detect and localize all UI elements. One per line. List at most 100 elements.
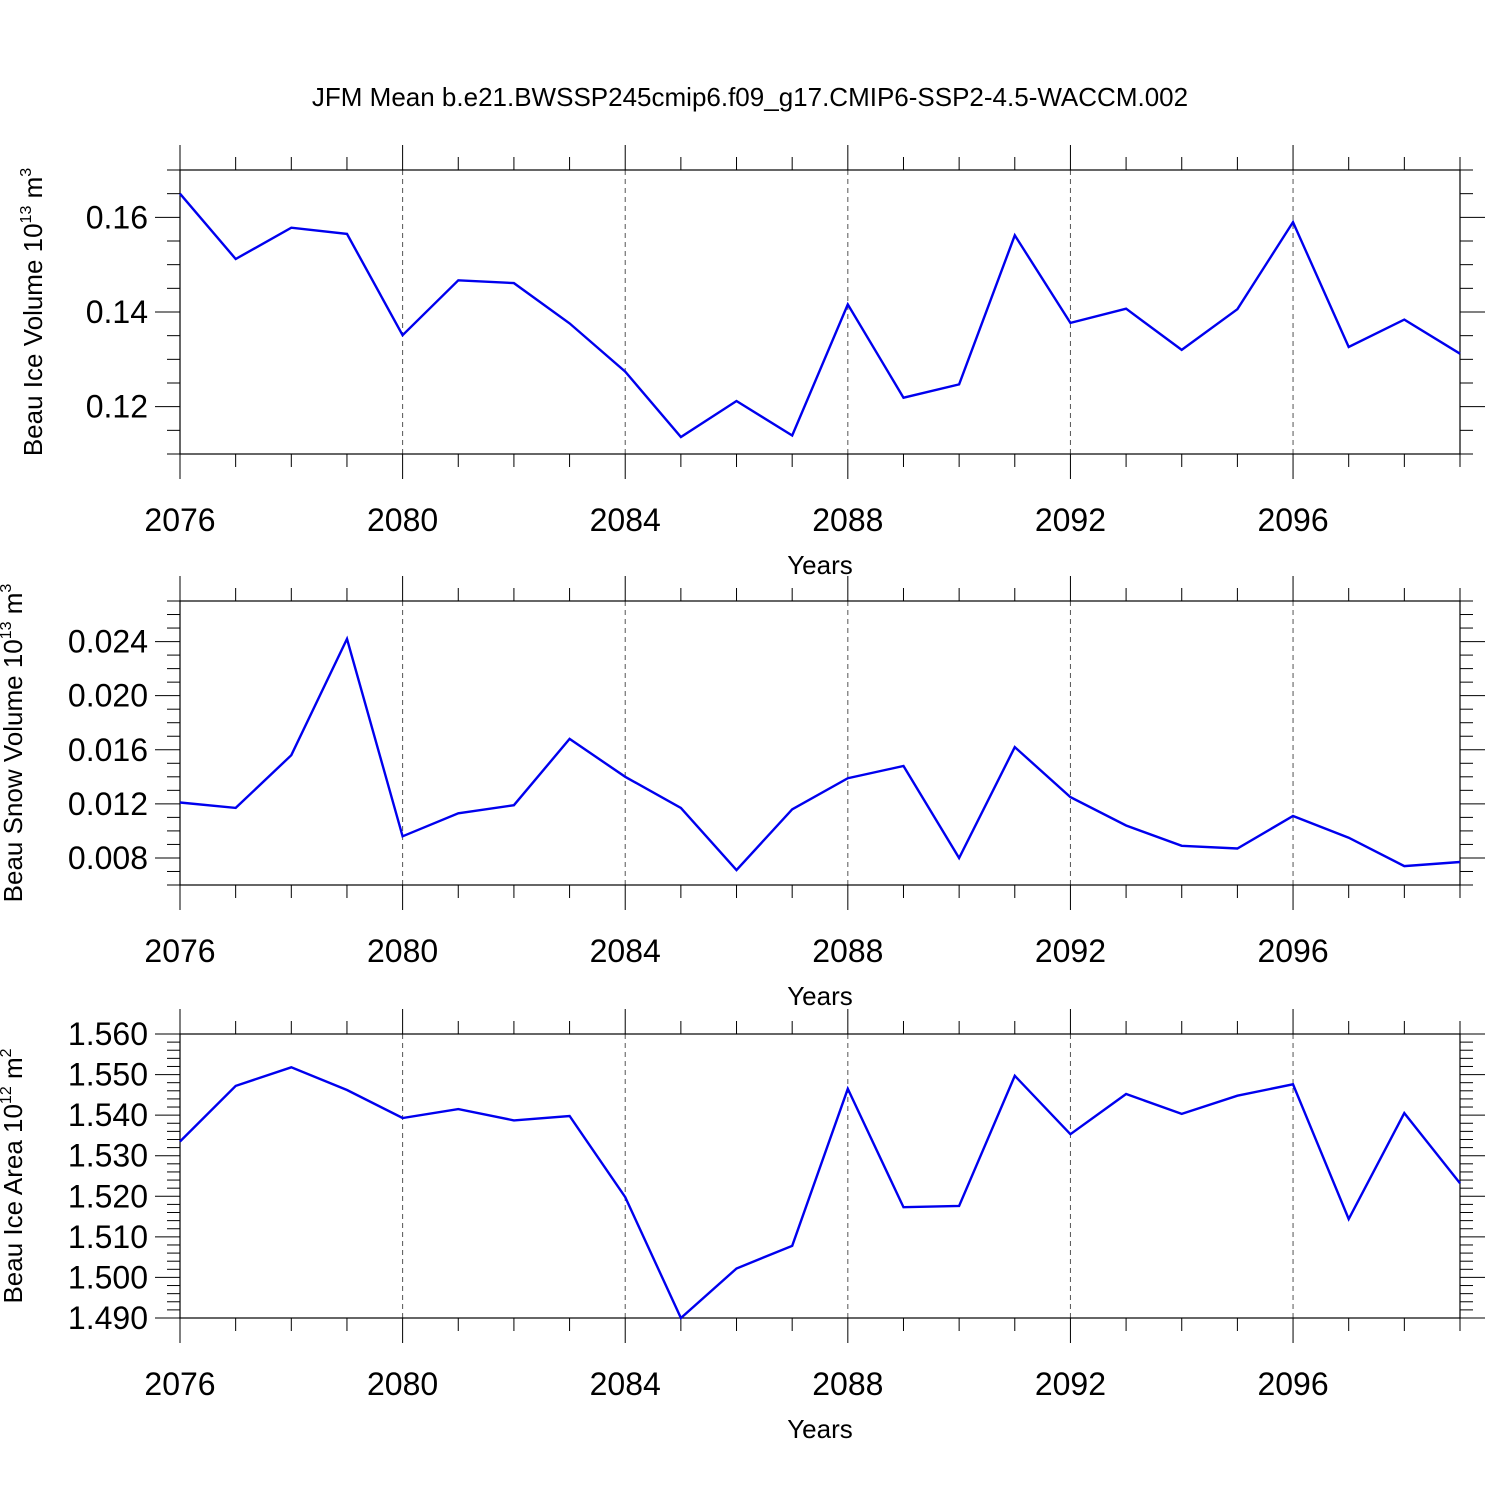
snow-volume-y-tick-label: 0.016	[68, 732, 148, 768]
snow-volume-data-point	[1236, 847, 1238, 849]
ice-area-y-tick-label: 1.550	[68, 1057, 148, 1093]
snow-volume-data-point	[513, 804, 515, 806]
ice-area-data-point	[1347, 1218, 1349, 1220]
snow-volume-data-point	[346, 638, 348, 640]
ice-area-data-point	[513, 1119, 515, 1121]
ice-area-ylabel-main: Beau Ice Area 10	[0, 1104, 28, 1303]
snow-volume-data-point	[1347, 836, 1349, 838]
ice-area-data-point	[1069, 1133, 1071, 1135]
ice-area-data-point	[958, 1205, 960, 1207]
snow-volume-panel: 0.008 0.012 0.016 0.020 0.024 2076 2080 2084 208…	[0, 576, 1485, 1011]
ice-volume-data-point	[1459, 352, 1461, 354]
ice-area-x-tick-label: 2080	[367, 1366, 438, 1402]
ice-volume-x-axis-title: Years	[787, 550, 853, 580]
ice-area-y-tick-label: 1.560	[68, 1016, 148, 1052]
ice-area-data-point	[457, 1108, 459, 1110]
ice-volume-data-point	[1181, 349, 1183, 351]
ice-volume-data-point	[346, 233, 348, 235]
ice-volume-panel: 0.12 0.14 0.16 2076 2080 2084 2088 2092 2096 Year…	[18, 145, 1485, 580]
snow-volume-data-point	[1014, 746, 1016, 748]
ice-volume-y-tick-label: 0.14	[86, 294, 148, 330]
chart-panels: 0.12 0.14 0.16 2076 2080 2084 2088 2092 2096 Year…	[0, 145, 1485, 1444]
ice-volume-x-tick-label: 2092	[1035, 502, 1106, 538]
ice-area-data-point	[680, 1317, 682, 1319]
snow-volume-ylabel-exp: 13	[0, 621, 15, 639]
ice-area-data-point	[568, 1115, 570, 1117]
ice-volume-data-point	[735, 400, 737, 402]
ice-area-data-point	[735, 1267, 737, 1269]
snow-volume-data-point	[902, 765, 904, 767]
ice-volume-x-tick-label: 2076	[144, 502, 215, 538]
ice-volume-data-point	[1125, 307, 1127, 309]
ice-area-data-point	[346, 1089, 348, 1091]
snow-volume-ylabel-unit-exp: 3	[0, 584, 15, 593]
snow-volume-data-point	[847, 777, 849, 779]
snow-volume-y-axis-title: Beau Snow Volume 1013 m3	[0, 584, 28, 903]
ice-area-data-point	[1236, 1094, 1238, 1096]
snow-volume-data-point	[735, 869, 737, 871]
snow-volume-ylabel-unit: m	[0, 593, 28, 622]
ice-volume-data-point	[513, 282, 515, 284]
ice-area-y-tick-label: 1.510	[68, 1219, 148, 1255]
ice-area-data-point	[791, 1245, 793, 1247]
ice-volume-data-point	[1347, 346, 1349, 348]
ice-area-x-tick-label: 2088	[812, 1366, 883, 1402]
ice-volume-data-point	[958, 383, 960, 385]
snow-volume-data-point	[234, 807, 236, 809]
ice-area-data-point	[847, 1088, 849, 1090]
snow-volume-x-tick-label: 2084	[590, 933, 661, 969]
ice-area-panel: 1.490 1.500 1.510 1.520 1.530 1.540 1.550 1.560…	[0, 1009, 1485, 1444]
snow-volume-y-tick-label: 0.020	[68, 678, 148, 714]
ice-area-ylabel-unit: m	[0, 1057, 28, 1086]
ice-area-data-point	[902, 1206, 904, 1208]
snow-volume-x-axis-title: Years	[787, 981, 853, 1011]
ice-volume-y-tick-label: 0.12	[86, 389, 148, 425]
ice-area-y-tick-label: 1.540	[68, 1097, 148, 1133]
ice-area-x-tick-label: 2076	[144, 1366, 215, 1402]
snow-volume-data-point	[680, 807, 682, 809]
ice-volume-data-point	[568, 322, 570, 324]
ice-volume-data-point	[1292, 221, 1294, 223]
ice-area-plot-frame	[179, 1033, 1461, 1319]
ice-area-y-tick-label: 1.490	[68, 1300, 148, 1336]
ice-area-series-line	[179, 1066, 1461, 1320]
ice-volume-data-point	[290, 227, 292, 229]
snow-volume-y-tick-label: 0.012	[68, 786, 148, 822]
snow-volume-data-point	[457, 812, 459, 814]
snow-volume-data-point	[1069, 796, 1071, 798]
ice-volume-data-point	[902, 396, 904, 398]
ice-volume-ylabel-exp: 13	[18, 206, 35, 224]
ice-volume-x-tick-label: 2080	[367, 502, 438, 538]
ice-area-data-point	[1125, 1093, 1127, 1095]
snow-volume-x-tick-label: 2088	[812, 933, 883, 969]
ice-area-ylabel-unit-exp: 2	[0, 1048, 15, 1057]
ice-area-data-point	[1014, 1075, 1016, 1077]
ice-volume-ylabel-main: Beau Ice Volume 10	[18, 223, 48, 456]
snow-volume-x-tick-label: 2080	[367, 933, 438, 969]
ice-area-data-point	[1181, 1113, 1183, 1115]
ice-area-ylabel-exp: 12	[0, 1086, 15, 1104]
ice-area-y-tick-label: 1.500	[68, 1259, 148, 1295]
ice-area-data-point	[624, 1196, 626, 1198]
ice-volume-data-point	[401, 334, 403, 336]
snow-volume-data-point	[290, 754, 292, 756]
ice-volume-data-point	[234, 258, 236, 260]
ice-area-x-axis-title: Years	[787, 1414, 853, 1444]
ice-volume-x-tick-label: 2096	[1257, 502, 1328, 538]
ice-area-data-point	[401, 1117, 403, 1119]
ice-volume-series-line	[179, 192, 1461, 439]
ice-volume-data-point	[791, 434, 793, 436]
ice-area-x-tick-label: 2084	[590, 1366, 661, 1402]
snow-volume-data-point	[179, 801, 181, 803]
snow-volume-x-tick-label: 2092	[1035, 933, 1106, 969]
ice-volume-ylabel-unit-exp: 3	[18, 168, 35, 177]
snow-volume-data-point	[1403, 865, 1405, 867]
snow-volume-series-line	[179, 635, 1461, 872]
ice-volume-data-point	[1236, 308, 1238, 310]
ice-area-y-tick-label: 1.530	[68, 1138, 148, 1174]
ice-area-data-point	[1292, 1083, 1294, 1085]
ice-volume-y-tick-label: 0.16	[86, 199, 148, 235]
snow-volume-data-point	[958, 857, 960, 859]
